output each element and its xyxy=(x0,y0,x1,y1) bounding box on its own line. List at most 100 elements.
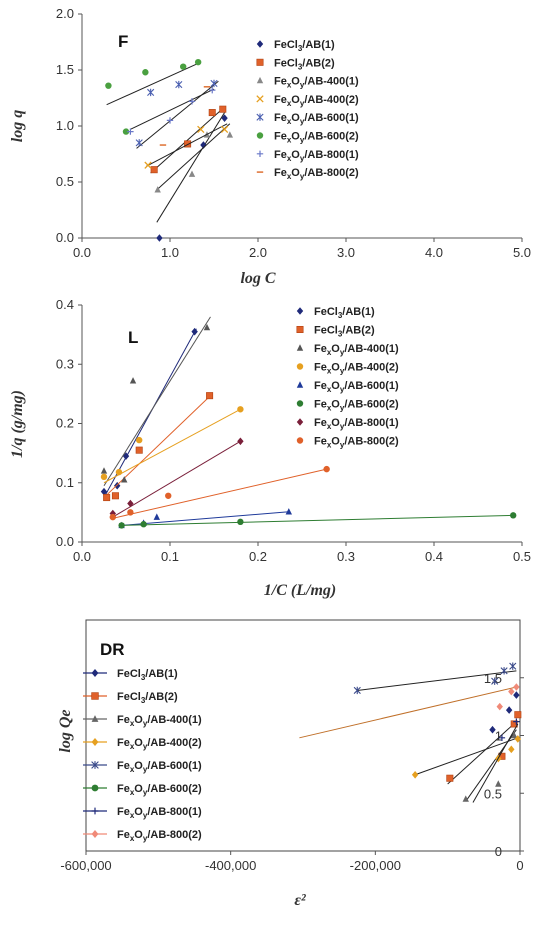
y-tick-label: 0 xyxy=(495,844,502,859)
y-tick-label: 1 xyxy=(495,729,502,744)
y-tick-label: 0.4 xyxy=(56,297,74,312)
fit-line xyxy=(472,723,519,803)
legend: FeCl3/AB(1) FeCl3/AB(2) FexOy/AB-400(1) Fex… xyxy=(83,668,202,843)
legend-marker xyxy=(296,344,304,351)
legend-label: FexOy/AB-600(2) xyxy=(314,399,399,413)
legend-item: FexOy/AB-800(1) xyxy=(296,417,399,431)
legend-label: FexOy/AB-800(1) xyxy=(314,417,399,431)
legend-item: FexOy/AB-600(2) xyxy=(256,131,359,145)
data-point xyxy=(206,392,214,400)
fit-line xyxy=(112,468,327,519)
legend-marker xyxy=(256,113,264,121)
data-point xyxy=(135,446,143,454)
legend-item: FeCl3/AB(2) xyxy=(296,325,375,339)
fit-line xyxy=(146,123,228,167)
series-fexoy-ab-800-1- xyxy=(109,437,244,518)
series-fexoy-ab-600-1- xyxy=(353,662,517,695)
legend-marker xyxy=(296,363,304,370)
data-point xyxy=(188,170,196,177)
fit-line xyxy=(447,721,517,785)
fit-line xyxy=(121,514,514,526)
legend-item: FexOy/AB-400(2) xyxy=(296,362,399,376)
series-fexoy-ab-600-2- xyxy=(105,58,202,135)
y-tick-label: 0.2 xyxy=(56,416,74,431)
x-tick-label: 2.0 xyxy=(249,245,267,260)
series-fexoy-ab-800-1- xyxy=(472,718,520,803)
legend-label: FexOy/AB-400(2) xyxy=(117,737,202,751)
legend-item: FexOy/AB-800(1) xyxy=(256,149,359,163)
x-tick-label: 0.0 xyxy=(73,549,91,564)
legend-label: FexOy/AB-600(1) xyxy=(314,380,399,394)
fit-line xyxy=(121,511,289,526)
data-point xyxy=(115,468,123,476)
x-axis-label: ε² xyxy=(294,892,307,909)
legend-label: FeCl3/AB(2) xyxy=(274,57,335,71)
data-point xyxy=(121,476,128,483)
y-tick-label: 1.0 xyxy=(56,118,74,133)
data-point xyxy=(219,105,227,113)
legend-item: FeCl3/AB(1) xyxy=(256,39,335,53)
legend-item: FexOy/AB-600(1) xyxy=(256,112,359,126)
legend-label: FexOy/AB-800(2) xyxy=(314,436,399,450)
legend-item: FexOy/AB-600(2) xyxy=(296,399,399,413)
legend-marker xyxy=(91,761,99,769)
fit-line xyxy=(112,440,241,518)
panel-title: L xyxy=(128,328,138,347)
panel-title: DR xyxy=(100,640,125,659)
data-point xyxy=(510,512,517,519)
y-axis-label: 1/q (g/mg) xyxy=(9,390,26,458)
fit-line xyxy=(106,61,202,106)
y-axis-label: log Qe xyxy=(57,709,74,752)
data-point xyxy=(514,711,522,719)
series-fecl3-ab-2- xyxy=(446,711,522,785)
legend-label: FexOy/AB-800(1) xyxy=(274,149,359,163)
data-point xyxy=(140,521,147,528)
data-point xyxy=(154,186,161,193)
data-point xyxy=(127,499,134,508)
data-point xyxy=(135,139,143,147)
legend-item: FexOy/AB-800(1) xyxy=(83,806,202,820)
y-axis-label: log q xyxy=(9,110,26,142)
data-point xyxy=(513,683,520,691)
data-point xyxy=(498,734,506,742)
data-point xyxy=(142,69,149,76)
legend-item: FexOy/AB-800(2) xyxy=(256,167,359,181)
data-point xyxy=(200,141,207,149)
fit-line xyxy=(299,686,517,739)
data-point xyxy=(203,323,211,331)
legend-marker xyxy=(91,692,99,700)
legend-marker xyxy=(91,830,99,838)
data-point xyxy=(323,465,330,473)
x-tick-label: 3.0 xyxy=(337,245,355,260)
legend-label: FexOy/AB-600(2) xyxy=(117,783,202,797)
series-fecl3-ab-2- xyxy=(103,392,214,502)
data-point xyxy=(446,774,454,782)
data-point xyxy=(105,82,112,89)
fit-line xyxy=(156,123,231,191)
legend-label: FexOy/AB-400(2) xyxy=(274,94,359,108)
x-tick-label: 5.0 xyxy=(513,245,531,260)
data-point xyxy=(100,473,108,481)
data-point xyxy=(513,691,520,699)
legend-label: FexOy/AB-800(2) xyxy=(274,167,359,181)
x-tick-label: 0.1 xyxy=(161,549,179,564)
series-fexoy-ab-800-2- xyxy=(299,683,520,739)
legend-marker xyxy=(296,381,304,388)
data-point xyxy=(508,745,515,754)
legend-item: FexOy/AB-400(1) xyxy=(256,76,359,90)
legend-label: FeCl3/AB(1) xyxy=(274,39,335,53)
data-point xyxy=(210,79,218,88)
data-point xyxy=(513,718,520,725)
legend-label: FeCl3/AB(2) xyxy=(117,691,178,705)
data-point xyxy=(197,125,205,134)
data-point xyxy=(495,780,502,787)
data-point xyxy=(285,508,292,515)
data-point xyxy=(127,128,134,135)
data-point xyxy=(237,518,244,526)
y-tick-label: 1.5 xyxy=(56,62,74,77)
legend-marker xyxy=(256,150,264,157)
legend-marker xyxy=(296,307,304,315)
data-point xyxy=(114,481,121,490)
legend: FeCl3/AB(1) FeCl3/AB(2) FexOy/AB-400(1) Fex… xyxy=(256,39,359,181)
